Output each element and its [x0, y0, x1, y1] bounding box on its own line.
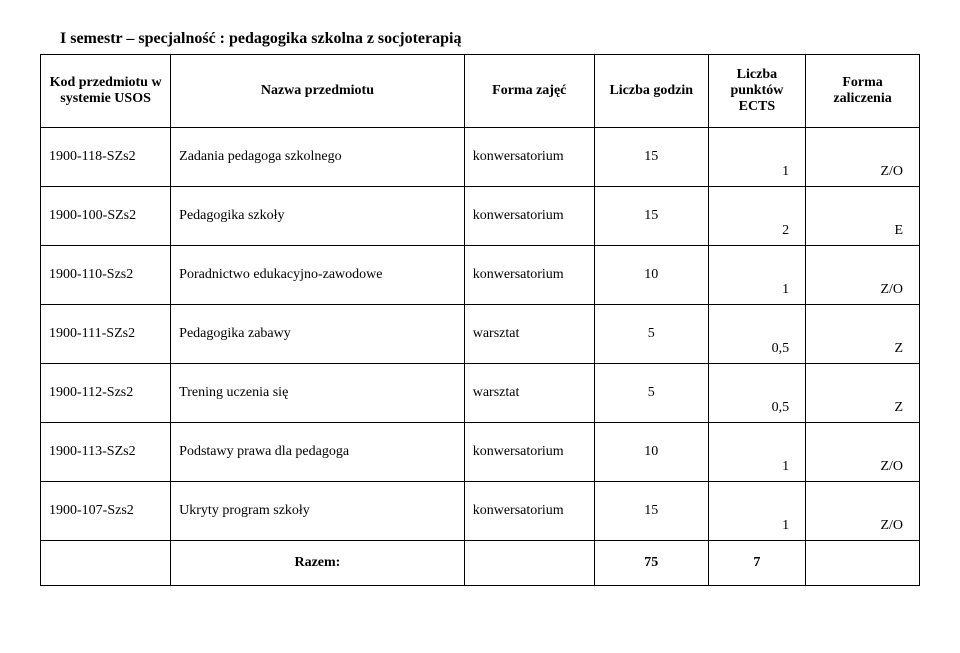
table-row: 1900-118-SZs2Zadania pedagoga szkolnegok…	[41, 128, 920, 187]
header-name: Nazwa przedmiotu	[171, 55, 465, 128]
cell-code: 1900-113-SZs2	[41, 423, 171, 482]
cell-name: Ukryty program szkoły	[171, 482, 465, 541]
cell-ects: 2	[708, 187, 805, 246]
header-code: Kod przedmiotu w systemie USOS	[41, 55, 171, 128]
total-empty	[464, 541, 594, 586]
cell-hours: 5	[594, 364, 708, 423]
cell-form: konwersatorium	[464, 482, 594, 541]
cell-ects: 0,5	[708, 305, 805, 364]
cell-code: 1900-111-SZs2	[41, 305, 171, 364]
table-header-row: Kod przedmiotu w systemie USOS Nazwa prz…	[41, 55, 920, 128]
cell-grade: Z/O	[806, 482, 920, 541]
total-label: Razem:	[171, 541, 465, 586]
cell-hours: 15	[594, 128, 708, 187]
total-ects: 7	[708, 541, 805, 586]
header-ects: Liczba punktów ECTS	[708, 55, 805, 128]
table-row: 1900-100-SZs2Pedagogika szkołykonwersato…	[41, 187, 920, 246]
cell-name: Poradnictwo edukacyjno-zawodowe	[171, 246, 465, 305]
table-row: 1900-110-Szs2Poradnictwo edukacyjno-zawo…	[41, 246, 920, 305]
cell-name: Trening uczenia się	[171, 364, 465, 423]
cell-hours: 10	[594, 423, 708, 482]
cell-name: Pedagogika szkoły	[171, 187, 465, 246]
cell-ects: 1	[708, 128, 805, 187]
header-hours: Liczba godzin	[594, 55, 708, 128]
cell-form: konwersatorium	[464, 187, 594, 246]
cell-form: warsztat	[464, 364, 594, 423]
cell-ects: 1	[708, 246, 805, 305]
cell-grade: Z/O	[806, 128, 920, 187]
cell-hours: 10	[594, 246, 708, 305]
cell-ects: 1	[708, 482, 805, 541]
cell-name: Podstawy prawa dla pedagoga	[171, 423, 465, 482]
table-row: 1900-111-SZs2Pedagogika zabawywarsztat50…	[41, 305, 920, 364]
cell-name: Zadania pedagoga szkolnego	[171, 128, 465, 187]
cell-grade: Z/O	[806, 246, 920, 305]
total-row: Razem: 757	[41, 541, 920, 586]
cell-grade: Z	[806, 305, 920, 364]
cell-grade: E	[806, 187, 920, 246]
total-empty	[806, 541, 920, 586]
cell-ects: 0,5	[708, 364, 805, 423]
subjects-table: Kod przedmiotu w systemie USOS Nazwa prz…	[40, 54, 920, 586]
cell-code: 1900-100-SZs2	[41, 187, 171, 246]
cell-code: 1900-107-Szs2	[41, 482, 171, 541]
cell-ects: 1	[708, 423, 805, 482]
cell-code: 1900-110-Szs2	[41, 246, 171, 305]
page-title: I semestr – specjalność : pedagogika szk…	[60, 30, 920, 48]
cell-code: 1900-112-Szs2	[41, 364, 171, 423]
cell-form: konwersatorium	[464, 246, 594, 305]
cell-hours: 5	[594, 305, 708, 364]
cell-code: 1900-118-SZs2	[41, 128, 171, 187]
cell-hours: 15	[594, 482, 708, 541]
total-hours: 75	[594, 541, 708, 586]
cell-name: Pedagogika zabawy	[171, 305, 465, 364]
header-grade: Forma zaliczenia	[806, 55, 920, 128]
cell-form: konwersatorium	[464, 423, 594, 482]
total-empty	[41, 541, 171, 586]
table-row: 1900-113-SZs2Podstawy prawa dla pedagoga…	[41, 423, 920, 482]
cell-grade: Z	[806, 364, 920, 423]
cell-grade: Z/O	[806, 423, 920, 482]
cell-form: warsztat	[464, 305, 594, 364]
table-row: 1900-112-Szs2Trening uczenia sięwarsztat…	[41, 364, 920, 423]
cell-hours: 15	[594, 187, 708, 246]
cell-form: konwersatorium	[464, 128, 594, 187]
header-form: Forma zajęć	[464, 55, 594, 128]
table-row: 1900-107-Szs2Ukryty program szkołykonwer…	[41, 482, 920, 541]
